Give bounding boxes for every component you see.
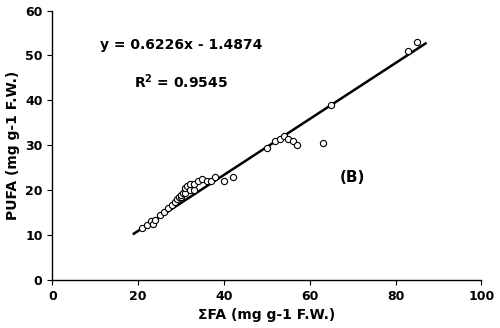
Point — [288, 138, 296, 143]
Point — [186, 188, 194, 193]
Point — [198, 176, 206, 182]
Point — [156, 213, 164, 218]
Point — [190, 188, 198, 193]
Point — [194, 179, 202, 184]
Point — [160, 209, 168, 215]
Point — [164, 206, 172, 211]
Point — [228, 174, 236, 179]
Point — [284, 136, 292, 141]
Point — [184, 183, 192, 188]
Text: $\mathbf{R^2}$ = 0.9545: $\mathbf{R^2}$ = 0.9545 — [134, 72, 228, 91]
Point — [280, 134, 288, 139]
Point — [293, 143, 301, 148]
Point — [177, 195, 185, 200]
Point — [212, 174, 220, 179]
Point — [318, 140, 326, 146]
Point — [168, 202, 176, 207]
Point — [138, 226, 146, 231]
Point — [152, 217, 160, 222]
Point — [149, 221, 157, 227]
Point — [220, 179, 228, 184]
X-axis label: ΣFA (mg g-1 F.W.): ΣFA (mg g-1 F.W.) — [198, 308, 336, 322]
Point — [182, 185, 190, 191]
Point — [413, 39, 421, 45]
Point — [404, 48, 412, 53]
Point — [147, 218, 155, 223]
Point — [263, 145, 271, 150]
Point — [142, 222, 150, 228]
Point — [207, 179, 215, 184]
Point — [182, 190, 190, 195]
Text: y = 0.6226x - 1.4874: y = 0.6226x - 1.4874 — [100, 37, 262, 51]
Point — [272, 138, 280, 143]
Point — [186, 181, 194, 186]
Point — [177, 192, 185, 197]
Point — [203, 179, 211, 184]
Point — [276, 136, 283, 141]
Y-axis label: PUFA (mg g-1 F.W.): PUFA (mg g-1 F.W.) — [6, 71, 20, 220]
Point — [327, 102, 335, 108]
Text: (B): (B) — [340, 170, 365, 185]
Point — [190, 181, 198, 186]
Point — [175, 195, 183, 200]
Point — [179, 190, 187, 195]
Point — [170, 199, 178, 204]
Point — [172, 197, 180, 202]
